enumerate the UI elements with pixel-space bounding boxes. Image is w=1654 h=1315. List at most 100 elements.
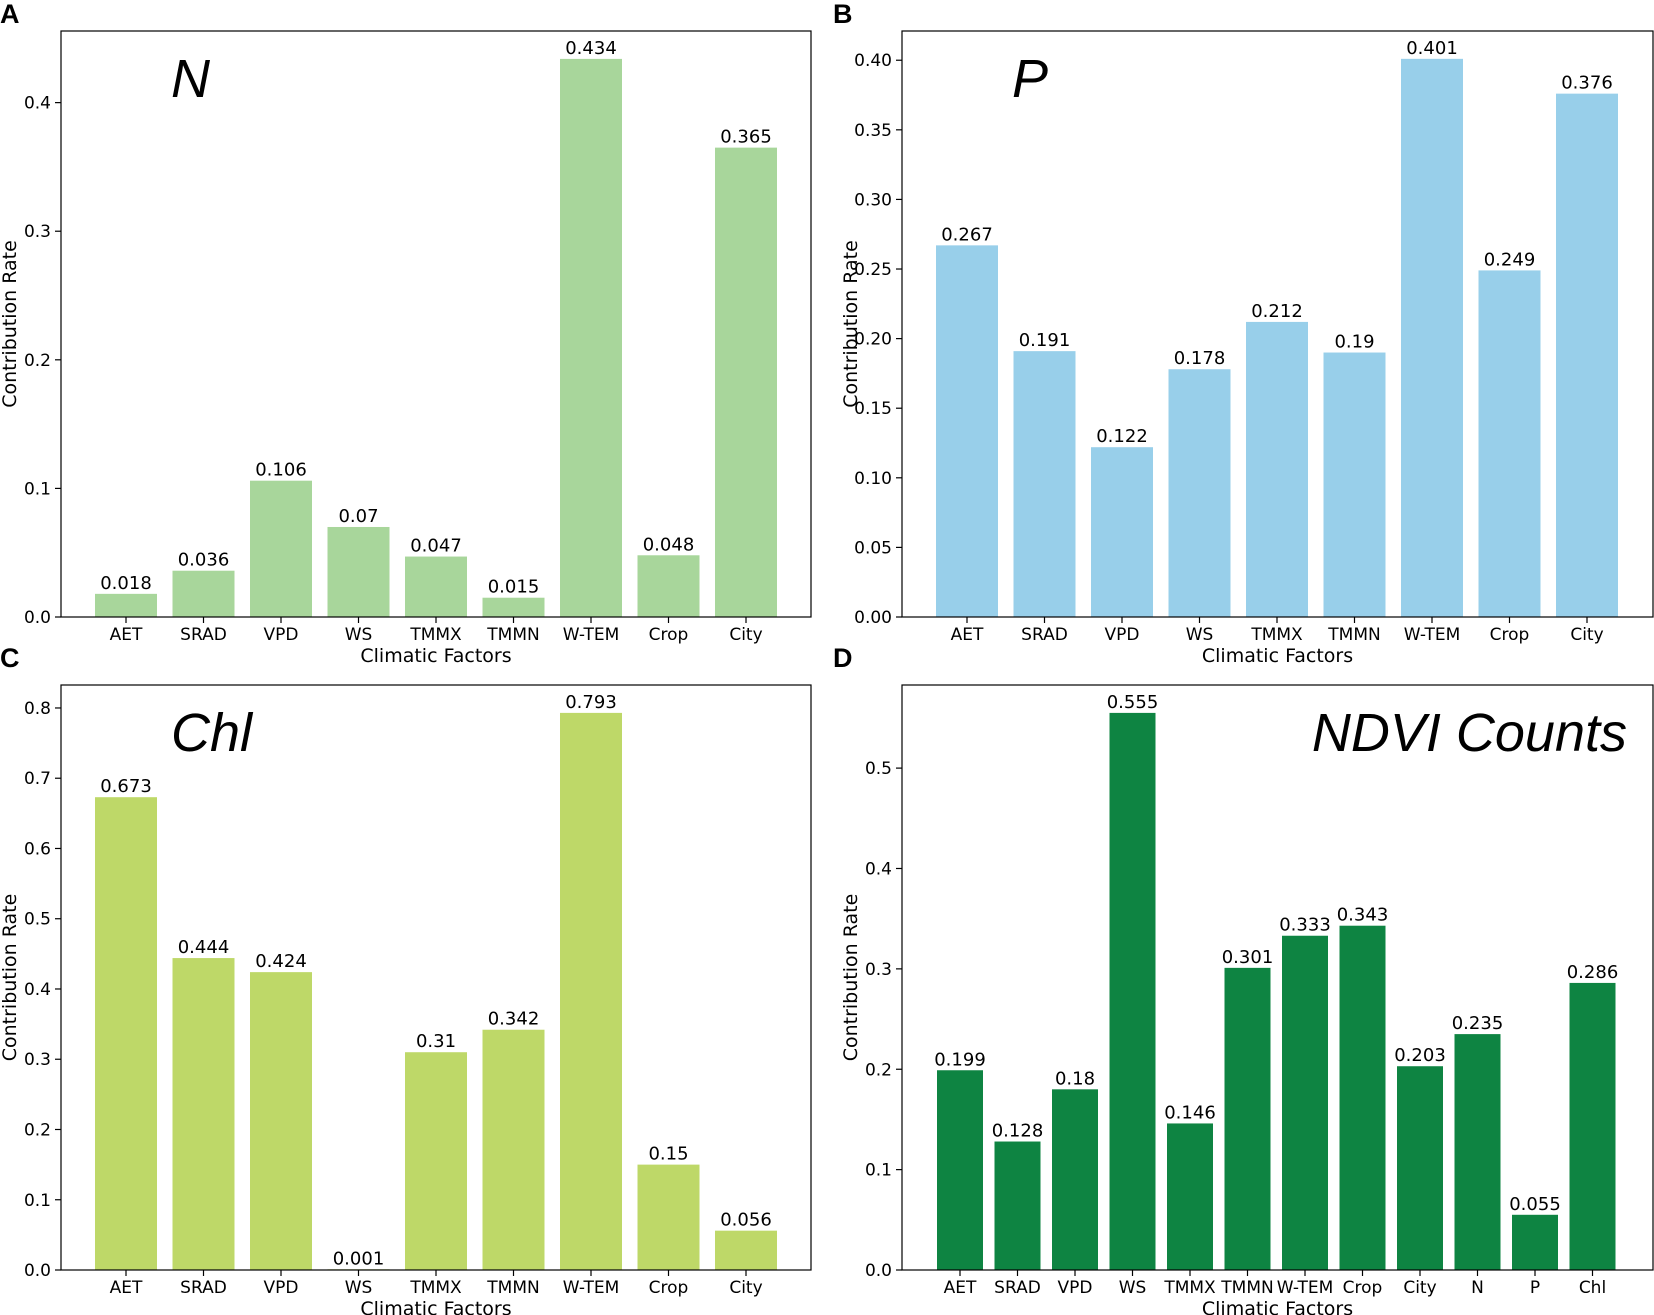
- bar-w-tem: [1401, 58, 1463, 617]
- bar-city: [715, 1230, 777, 1270]
- bar-chl: [1569, 982, 1616, 1270]
- data-label: 0.15: [648, 1144, 688, 1165]
- y-tick-label: 0.6: [24, 839, 51, 859]
- x-tick-label: TMMN: [1220, 1278, 1273, 1298]
- x-tick-label: City: [729, 625, 762, 645]
- y-tick-label: 0.0: [24, 1261, 51, 1281]
- bar-crop: [637, 555, 700, 617]
- x-tick-label: TMMN: [1327, 625, 1380, 645]
- y-tick-label: 0.4: [24, 980, 51, 1000]
- data-label: 0.286: [1567, 962, 1619, 983]
- bar-tmmx: [405, 556, 467, 617]
- data-label: 0.365: [720, 127, 772, 148]
- bar-n: [1454, 1034, 1501, 1270]
- axes-frame: [60, 30, 812, 618]
- y-tick-label: 0.25: [854, 260, 892, 280]
- y-tick-label: 0.2: [865, 1060, 892, 1080]
- x-axis-label: Climatic Factors: [1202, 1298, 1353, 1315]
- data-label: 0.07: [338, 506, 378, 527]
- y-axis-label: Contribution Rate: [0, 894, 21, 1062]
- data-label: 0.128: [992, 1121, 1044, 1142]
- y-tick-label: 0.00: [854, 608, 892, 628]
- data-label: 0.001: [333, 1248, 385, 1269]
- data-label: 0.122: [1096, 426, 1148, 447]
- x-tick-label: TMMX: [1163, 1278, 1216, 1298]
- bar-tmmn: [482, 597, 545, 617]
- x-tick-label: Crop: [1490, 625, 1530, 645]
- x-tick-label: W-TEM: [1277, 1278, 1334, 1298]
- data-label: 0.444: [178, 937, 230, 958]
- x-tick-label: AET: [951, 625, 984, 645]
- data-label: 0.267: [941, 224, 993, 245]
- bar-ws: [1109, 712, 1156, 1270]
- chart-title: Chl: [171, 703, 254, 763]
- bar-w-tem: [1282, 935, 1328, 1270]
- panel-letter: A: [0, 0, 20, 29]
- y-tick-label: 0.2: [24, 1120, 51, 1140]
- data-label: 0.424: [255, 951, 307, 972]
- data-label: 0.047: [410, 536, 462, 557]
- data-label: 0.31: [416, 1031, 456, 1052]
- data-label: 0.203: [1394, 1045, 1446, 1066]
- y-tick-label: 0.1: [24, 479, 51, 499]
- y-tick-label: 0.3: [24, 1050, 51, 1070]
- x-axis-label: Climatic Factors: [360, 1298, 511, 1315]
- y-tick-label: 0.3: [24, 222, 51, 242]
- data-label: 0.19: [1334, 332, 1374, 353]
- x-tick-label: City: [729, 1278, 762, 1298]
- x-tick-label: SRAD: [180, 625, 227, 645]
- data-label: 0.342: [488, 1009, 540, 1030]
- bar-ws: [327, 526, 390, 617]
- bar-city: [1397, 1066, 1443, 1270]
- y-tick-label: 0.10: [854, 469, 892, 489]
- x-axis-label: Climatic Factors: [1202, 645, 1353, 667]
- x-tick-label: W-TEM: [1404, 625, 1461, 645]
- data-label: 0.191: [1019, 330, 1071, 351]
- bar-city: [715, 147, 777, 617]
- data-label: 0.249: [1484, 249, 1536, 270]
- panel-b: B 0.267 0.191 0.122 0.178 0.212 0.19 0.401 0.249…: [833, 0, 1654, 667]
- data-label: 0.015: [488, 577, 540, 598]
- x-tick-label: Crop: [649, 625, 689, 645]
- bar-crop: [1339, 925, 1386, 1270]
- y-axis-label: Contribution Rate: [0, 240, 21, 408]
- bar-srad: [994, 1141, 1041, 1270]
- y-tick-label: 0.0: [24, 608, 51, 628]
- bar-vpd: [1052, 1089, 1098, 1270]
- data-label: 0.793: [565, 692, 617, 713]
- data-label: 0.018: [100, 573, 152, 594]
- x-tick-label: TMMX: [1250, 625, 1303, 645]
- y-tick-label: 0.4: [865, 859, 892, 879]
- y-tick-label: 0.40: [854, 51, 892, 71]
- x-tick-label: W-TEM: [563, 625, 620, 645]
- panel-letter: B: [833, 0, 853, 29]
- y-tick-label: 0.2: [24, 351, 51, 371]
- data-label: 0.401: [1406, 38, 1458, 59]
- bar-w-tem: [560, 58, 622, 617]
- data-label: 0.178: [1174, 348, 1226, 369]
- y-tick-label: 0.30: [854, 190, 892, 210]
- bar-aet: [936, 245, 998, 618]
- x-tick-label: N: [1471, 1278, 1484, 1298]
- y-tick-label: 0.15: [854, 399, 892, 419]
- x-tick-label: VPD: [1105, 625, 1140, 645]
- bar-aet: [95, 593, 157, 617]
- y-tick-label: 0.7: [24, 769, 51, 789]
- y-tick-label: 0.20: [854, 330, 892, 350]
- bar-srad: [172, 570, 235, 617]
- y-tick-label: 0.1: [24, 1191, 51, 1211]
- panel-letter: C: [0, 643, 20, 673]
- y-tick-label: 0.5: [865, 759, 892, 779]
- data-label: 0.036: [178, 550, 230, 571]
- x-tick-label: VPD: [264, 1278, 299, 1298]
- data-label: 0.301: [1222, 947, 1274, 968]
- data-label: 0.376: [1561, 73, 1613, 94]
- y-tick-label: 0.35: [854, 121, 892, 141]
- bar-tmmx: [1246, 321, 1308, 617]
- bar-p: [1512, 1214, 1558, 1270]
- data-label: 0.146: [1164, 1102, 1216, 1123]
- x-tick-label: W-TEM: [563, 1278, 620, 1298]
- bar-tmmn: [482, 1029, 545, 1270]
- data-label: 0.106: [255, 460, 307, 481]
